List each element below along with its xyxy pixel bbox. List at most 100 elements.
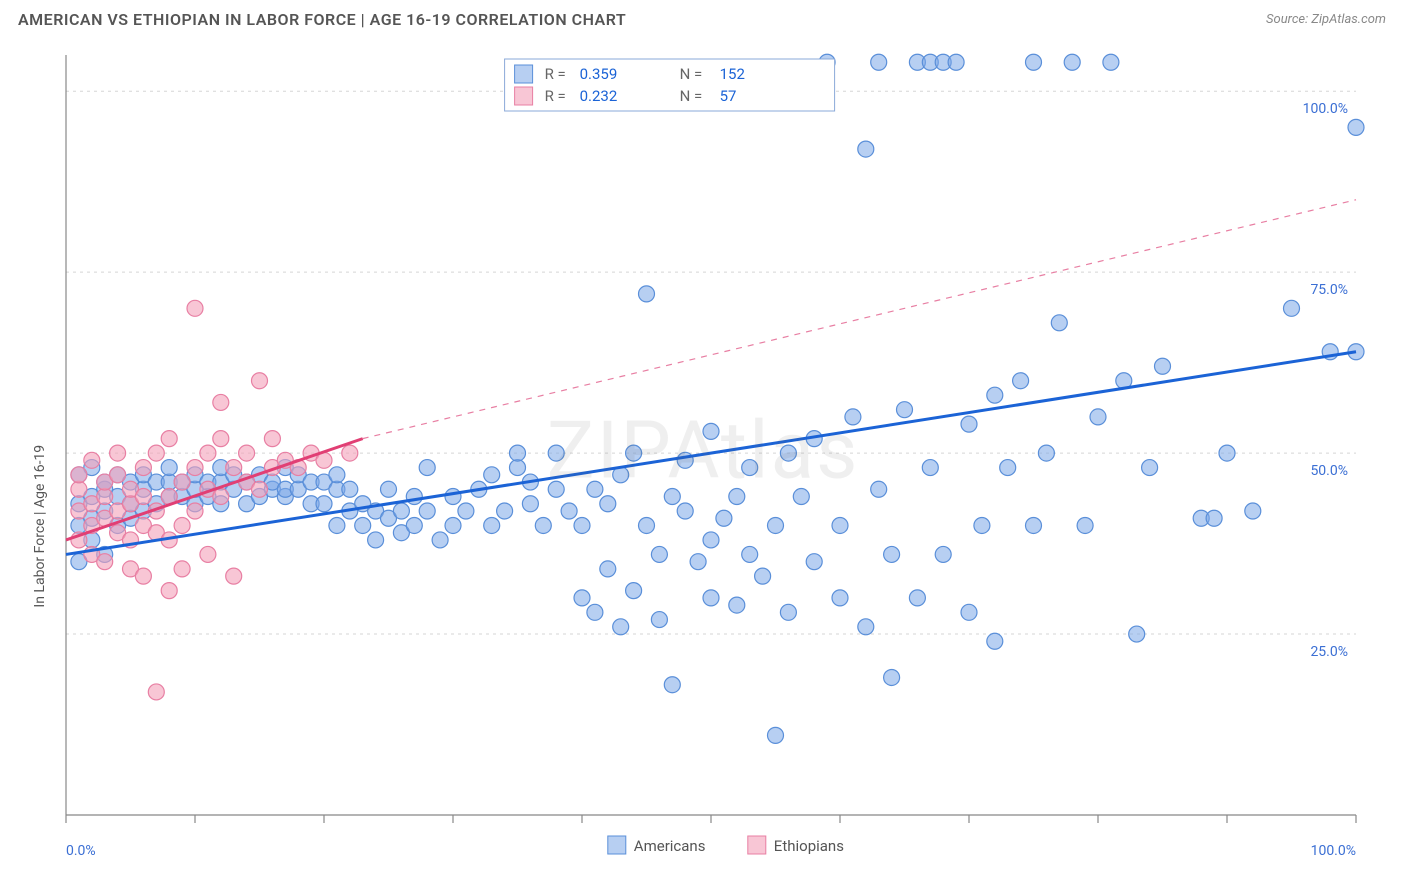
y-axis-label: In Labor Force | Age 16-19 xyxy=(32,445,48,608)
ethiopians-point xyxy=(71,481,87,497)
americans-point xyxy=(664,489,680,505)
americans-point xyxy=(161,460,177,476)
ethiopians-point xyxy=(174,517,190,533)
x-tick-label: 100.0% xyxy=(1311,843,1356,859)
americans-point xyxy=(574,590,590,606)
chart-header: AMERICAN VS ETHIOPIAN IN LABOR FORCE | A… xyxy=(0,0,1406,35)
americans-point xyxy=(858,141,874,157)
americans-point xyxy=(1348,119,1364,135)
americans-point xyxy=(987,387,1003,403)
americans-point xyxy=(1000,460,1016,476)
americans-point xyxy=(626,583,642,599)
stats-r-label: R = xyxy=(545,65,566,83)
americans-point xyxy=(381,481,397,497)
americans-point xyxy=(922,460,938,476)
americans-point xyxy=(961,416,977,432)
americans-point xyxy=(677,452,693,468)
ethiopians-point xyxy=(252,373,268,389)
americans-point xyxy=(1051,315,1067,331)
americans-point xyxy=(664,677,680,693)
americans-n-value: 152 xyxy=(720,65,745,83)
ethiopians-legend-label: Ethiopians xyxy=(774,837,844,855)
americans-point xyxy=(393,503,409,519)
americans-point xyxy=(1013,373,1029,389)
americans-point xyxy=(1064,54,1080,70)
americans-point xyxy=(1026,54,1042,70)
americans-point xyxy=(897,402,913,418)
americans-point xyxy=(703,590,719,606)
americans-point xyxy=(1206,510,1222,526)
americans-point xyxy=(845,409,861,425)
americans-point xyxy=(768,727,784,743)
ethiopians-point xyxy=(213,394,229,410)
ethiopians-point xyxy=(200,445,216,461)
americans-point xyxy=(522,496,538,512)
americans-point xyxy=(768,517,784,533)
ethiopians-point xyxy=(71,467,87,483)
chart-container: 25.0%50.0%75.0%100.0%0.0%100.0%In Labor … xyxy=(16,35,1390,885)
ethiopians-point xyxy=(97,489,113,505)
americans-point xyxy=(1155,358,1171,374)
americans-point xyxy=(729,597,745,613)
americans-point xyxy=(329,467,345,483)
ethiopians-point xyxy=(226,568,242,584)
americans-point xyxy=(548,445,564,461)
ethiopians-r-value: 0.232 xyxy=(580,87,618,105)
americans-point xyxy=(548,481,564,497)
americans-point xyxy=(445,517,461,533)
ethiopians-point xyxy=(174,561,190,577)
americans-point xyxy=(974,517,990,533)
americans-point xyxy=(793,489,809,505)
ethiopians-point xyxy=(97,554,113,570)
americans-point xyxy=(1090,409,1106,425)
ethiopians-point xyxy=(174,474,190,490)
americans-point xyxy=(587,604,603,620)
stats-n-label: N = xyxy=(680,65,703,83)
americans-point xyxy=(716,510,732,526)
ethiopians-point xyxy=(148,684,164,700)
americans-point xyxy=(406,489,422,505)
ethiopians-point xyxy=(161,583,177,599)
americans-point xyxy=(948,54,964,70)
americans-point xyxy=(780,445,796,461)
ethiopians-swatch xyxy=(515,87,533,105)
americans-point xyxy=(1026,517,1042,533)
americans-point xyxy=(445,489,461,505)
americans-point xyxy=(1219,445,1235,461)
y-tick-label: 75.0% xyxy=(1310,282,1348,298)
ethiopians-point xyxy=(187,503,203,519)
americans-point xyxy=(484,517,500,533)
americans-point xyxy=(342,481,358,497)
americans-point xyxy=(613,619,629,635)
americans-point xyxy=(729,489,745,505)
americans-point xyxy=(535,517,551,533)
americans-point xyxy=(626,445,642,461)
y-tick-label: 50.0% xyxy=(1310,463,1348,479)
americans-point xyxy=(639,286,655,302)
americans-point xyxy=(1142,460,1158,476)
americans-point xyxy=(1077,517,1093,533)
americans-point xyxy=(406,517,422,533)
y-tick-label: 100.0% xyxy=(1303,101,1348,117)
americans-point xyxy=(355,517,371,533)
americans-point xyxy=(884,546,900,562)
americans-point xyxy=(1245,503,1261,519)
ethiopians-point xyxy=(135,489,151,505)
americans-point xyxy=(316,496,332,512)
americans-point xyxy=(703,532,719,548)
americans-point xyxy=(600,496,616,512)
americans-point xyxy=(329,517,345,533)
americans-point xyxy=(858,619,874,635)
americans-point xyxy=(832,517,848,533)
americans-point xyxy=(677,503,693,519)
americans-point xyxy=(935,546,951,562)
ethiopians-point xyxy=(110,445,126,461)
ethiopians-point xyxy=(135,568,151,584)
americans-legend-swatch xyxy=(608,836,626,854)
americans-point xyxy=(574,517,590,533)
ethiopians-point xyxy=(187,300,203,316)
x-tick-label: 0.0% xyxy=(66,843,96,859)
ethiopians-point xyxy=(264,431,280,447)
ethiopians-point xyxy=(342,445,358,461)
americans-point xyxy=(510,445,526,461)
